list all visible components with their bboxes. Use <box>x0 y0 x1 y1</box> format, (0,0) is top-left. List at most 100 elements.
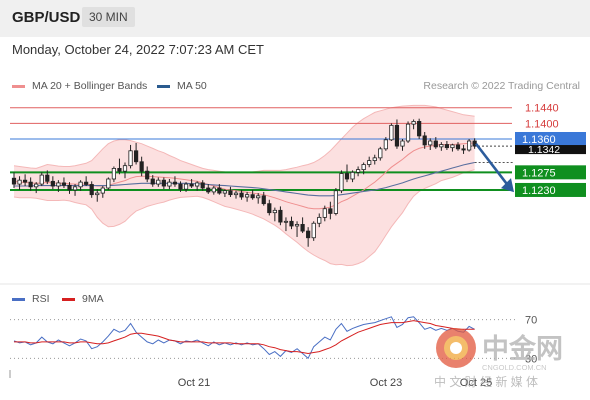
candle-body <box>222 190 227 194</box>
candle <box>306 227 311 247</box>
candle-body <box>372 157 377 161</box>
candle-body <box>189 183 194 187</box>
candle <box>439 142 444 151</box>
candle-body <box>466 140 472 151</box>
candle <box>145 166 150 183</box>
candle <box>217 184 222 195</box>
legend-swatch-ma50 <box>157 84 170 88</box>
candle-body <box>45 174 50 182</box>
candle-body <box>439 144 444 148</box>
candle-body <box>133 150 139 163</box>
timeframe-button[interactable]: 30 MIN <box>82 7 135 27</box>
candle-body <box>39 174 44 185</box>
candle <box>84 176 89 187</box>
candle-body <box>317 216 322 224</box>
candle-body <box>111 168 116 180</box>
level-badge-1.1275 <box>515 165 586 180</box>
pivot-badge-top <box>515 132 586 146</box>
candle-body <box>405 123 411 142</box>
candle-body <box>139 161 144 172</box>
candle-body <box>244 194 250 198</box>
bollinger-bands-layer <box>13 104 475 267</box>
level-badge-1.1230 <box>515 182 586 197</box>
candle-body <box>261 195 266 205</box>
candle-body <box>183 183 189 190</box>
candle <box>22 174 28 187</box>
candle <box>411 119 416 130</box>
candle <box>39 172 44 187</box>
candle-body <box>239 192 244 198</box>
level-label-1.1275: 1.1275 <box>522 167 556 179</box>
watermark-cn: 中金网 <box>482 333 563 364</box>
candle-body <box>428 140 433 146</box>
candle-body <box>167 181 172 187</box>
candle-body <box>344 173 350 180</box>
legend-ma50: MA 50 <box>157 80 207 92</box>
candle-body <box>389 124 394 141</box>
candle <box>72 184 78 196</box>
x-tick-Oct-23: Oct 23 <box>370 377 402 389</box>
candle <box>45 170 50 185</box>
candle <box>222 189 227 198</box>
candle-body <box>294 224 300 227</box>
candle <box>428 138 433 151</box>
candle-body <box>355 169 361 173</box>
candle <box>417 118 422 140</box>
candle-body <box>217 187 222 194</box>
candle <box>322 205 327 222</box>
candle-body <box>100 187 105 194</box>
candle-body <box>195 182 200 187</box>
candle <box>167 178 172 190</box>
candle-body <box>267 203 272 214</box>
candle-body <box>461 148 466 151</box>
candle-body <box>67 184 72 191</box>
candle-body <box>333 190 339 214</box>
candle-body <box>411 121 416 125</box>
candle <box>311 221 316 241</box>
candle-body <box>95 192 100 196</box>
candle <box>178 181 183 192</box>
current-price-label: 1.1342 <box>528 144 560 156</box>
candle-body <box>117 168 122 172</box>
candle <box>422 131 427 149</box>
candle-body <box>233 192 239 196</box>
rsi-panel: 70 30 <box>10 315 537 365</box>
candle <box>372 154 377 165</box>
rsi-level-label-70: 70 <box>525 315 537 327</box>
candle <box>244 191 250 202</box>
candle-body <box>417 121 422 137</box>
candle-body <box>455 144 461 150</box>
candle <box>67 182 72 194</box>
candles-layer <box>11 118 477 247</box>
candle <box>128 144 133 169</box>
candle-body <box>61 182 67 186</box>
candle <box>355 166 361 177</box>
candle <box>267 199 272 216</box>
candle <box>278 206 283 226</box>
candle <box>389 123 394 141</box>
candle-body <box>256 195 261 199</box>
level-label-1.1440: 1.1440 <box>525 103 559 115</box>
candle-body <box>172 181 178 185</box>
candle-body <box>328 208 333 214</box>
candle-body <box>22 179 28 183</box>
watermark-url: CNGOLD.COM.CN <box>482 363 547 372</box>
watermark-sub: 中 文 财 经 新 媒 体 <box>434 374 538 389</box>
candle-body <box>283 220 289 223</box>
forecast-arrow-layer <box>474 142 514 193</box>
candle-body <box>200 182 205 189</box>
datetime-label: Monday, October 24, 2022 7:07:23 AM CET <box>12 42 264 57</box>
candle-body <box>394 124 400 147</box>
candle-body <box>28 181 33 188</box>
candle <box>11 172 17 188</box>
candle <box>172 176 178 187</box>
candle <box>150 175 155 187</box>
candle-body <box>433 140 438 148</box>
candle <box>111 166 116 183</box>
candle-body <box>161 179 166 187</box>
candle <box>433 137 438 149</box>
candle <box>200 180 205 191</box>
candle <box>28 177 33 191</box>
chart-header: GBP/USD 30 MIN <box>0 0 590 37</box>
